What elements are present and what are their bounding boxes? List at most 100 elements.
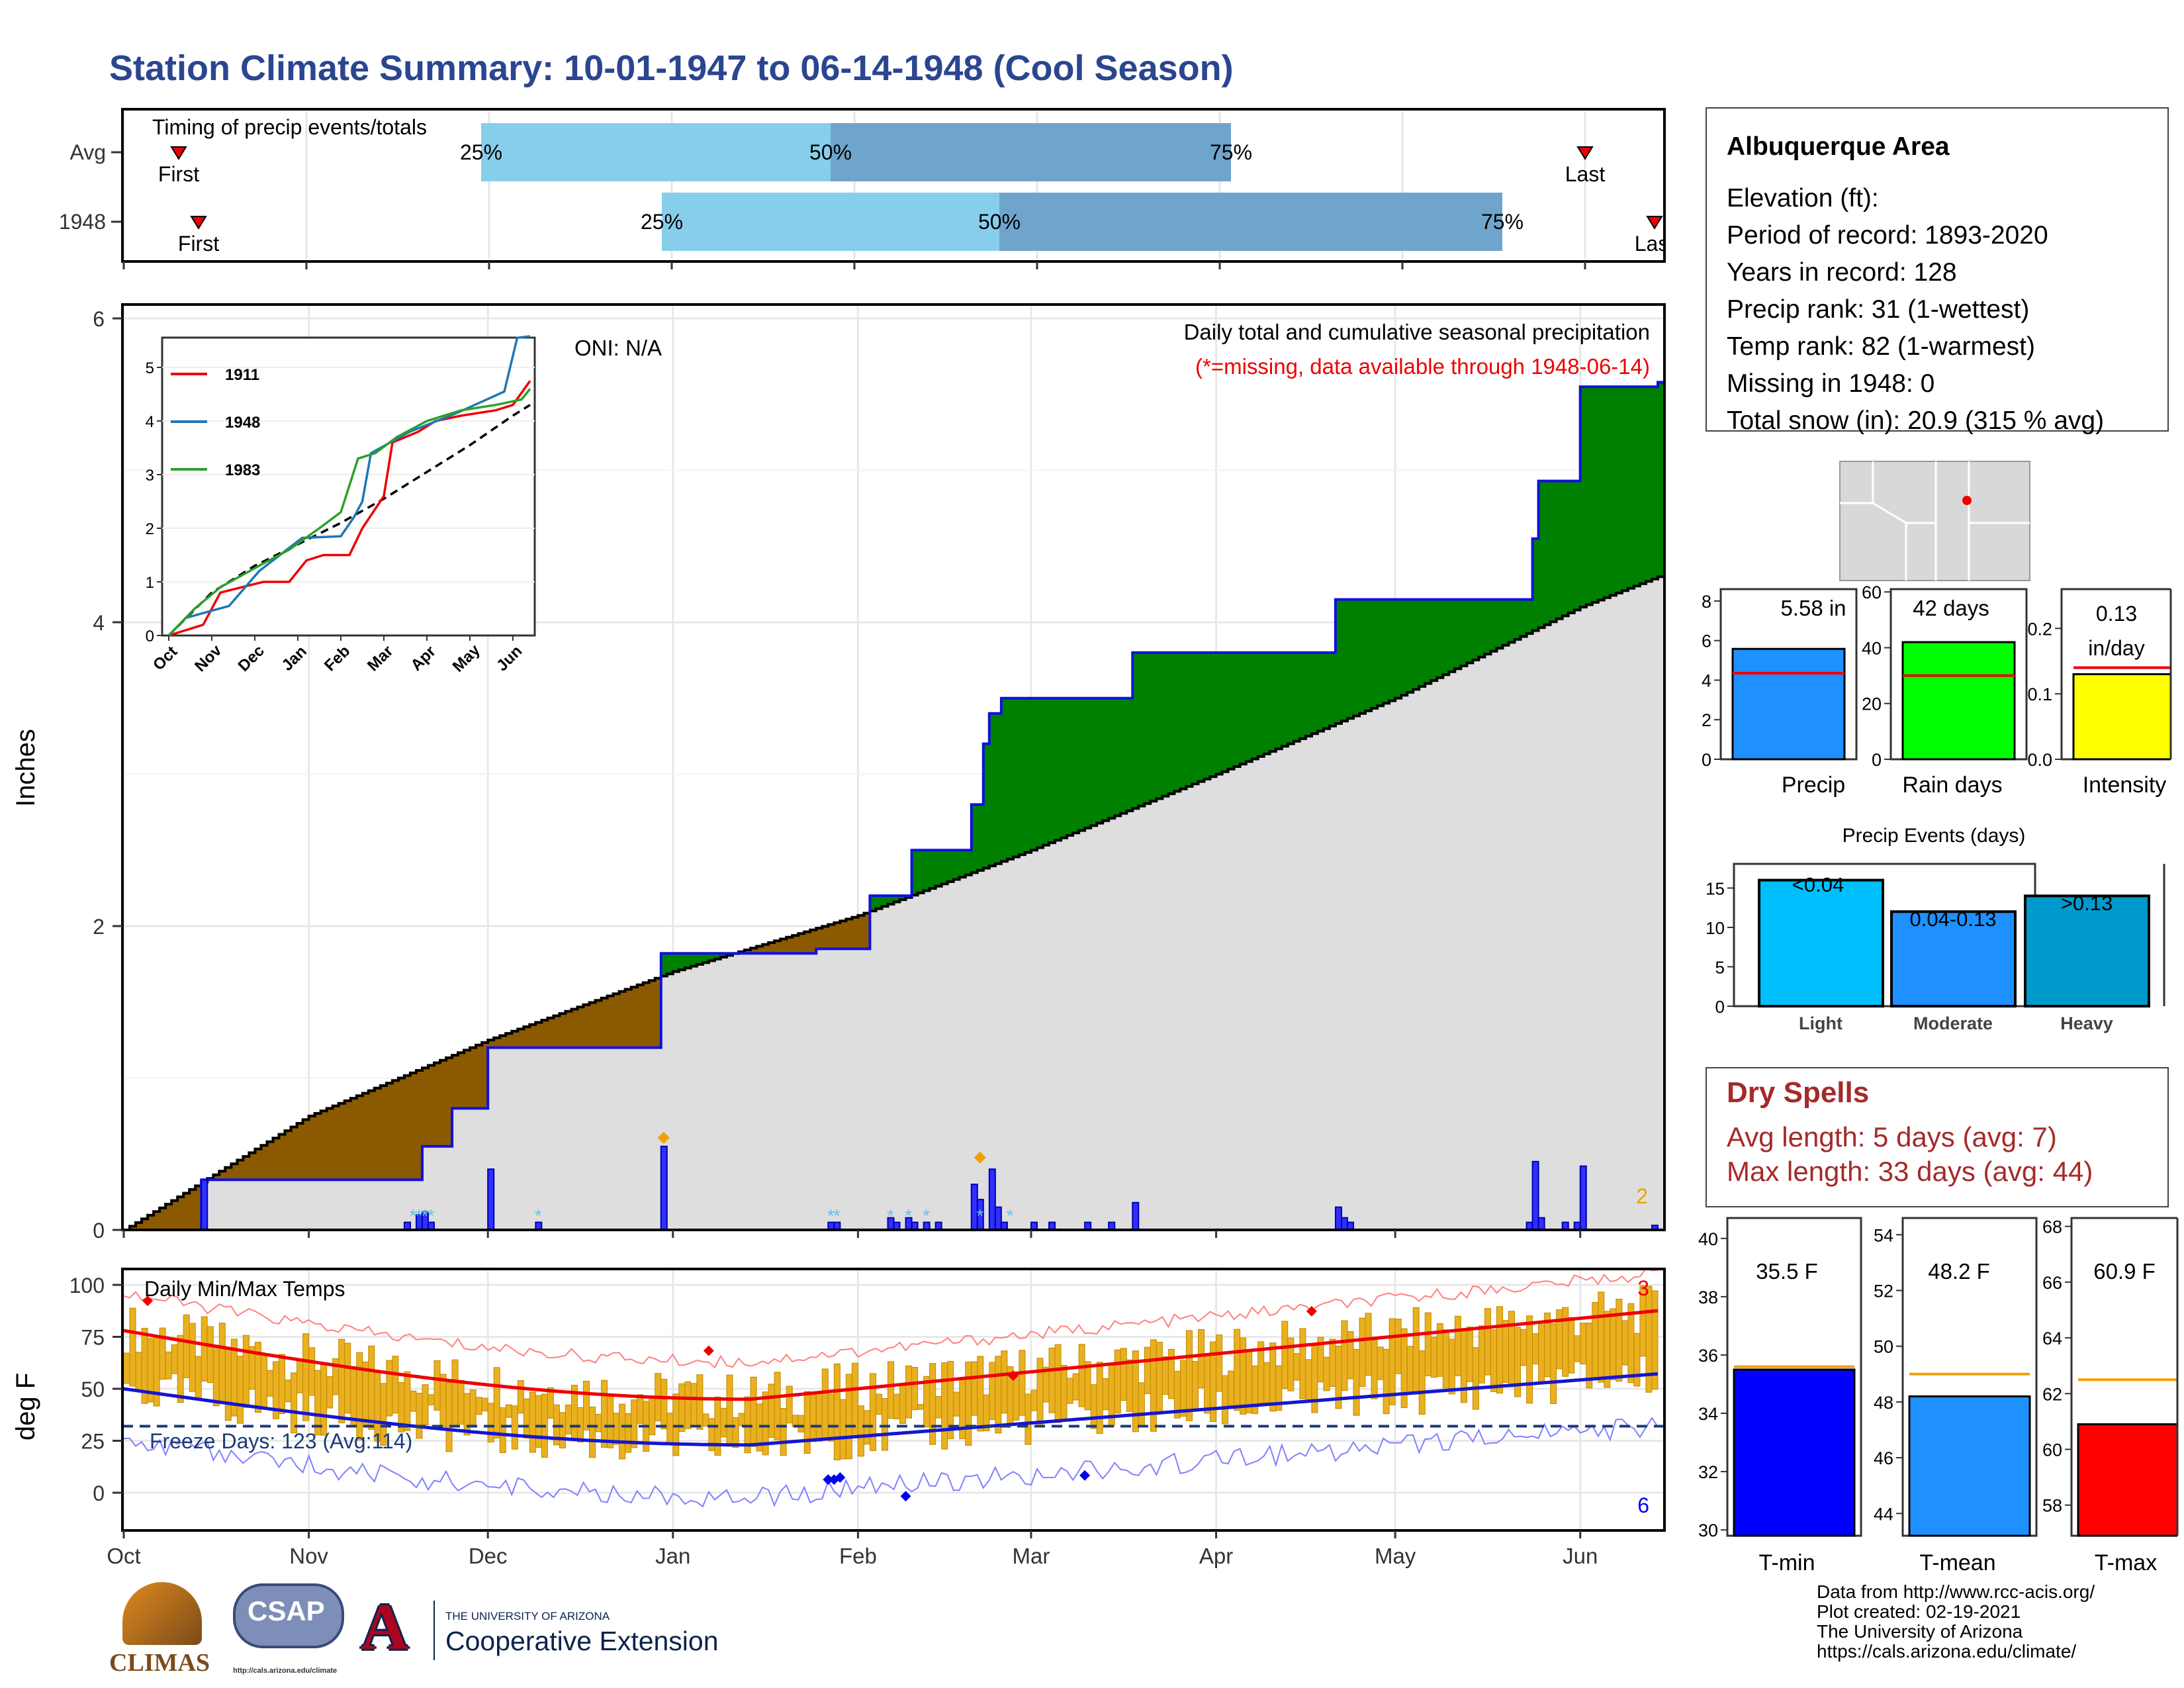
intensity-stat-tick-label: 0.0 [2027, 750, 2052, 770]
record-low-marker-icon [835, 1472, 846, 1483]
intensity-stat-label: Intensity [2083, 773, 2167, 798]
daily-temp-range-bar [439, 1374, 447, 1427]
temp-y-tick-label: 50 [81, 1378, 105, 1401]
inset-1911-line [168, 380, 531, 637]
daily-temp-range-bar [529, 1391, 536, 1453]
tmean-stat-tick-label: 44 [1874, 1504, 1893, 1524]
ua-logo[interactable]: A THE UNIVERSITY OF ARIZONA Cooperative … [361, 1590, 758, 1668]
daily-temp-range-bar [1156, 1342, 1163, 1415]
timing-bar-25-50 [481, 123, 831, 181]
daily-temp-range-bar [1478, 1325, 1485, 1383]
events-y-tick-label: 10 [1706, 918, 1725, 938]
record-high-marker-icon [1007, 1370, 1019, 1382]
daily-temp-range-bar [1496, 1306, 1503, 1394]
daily-temp-range-bar [445, 1382, 453, 1452]
snow-marker-icon: * [887, 1205, 894, 1226]
daily-temp-range-bar [1484, 1308, 1491, 1376]
event-moderate-text: 0.04-0.13 [1910, 908, 1997, 931]
daily-temp-range-bar [881, 1397, 888, 1451]
intensity-overflow-mask [2171, 583, 2184, 768]
daily-temp-range-bar [1246, 1350, 1253, 1413]
precip-stat-value-bar [1731, 647, 1846, 761]
daily-temp-range-bar [296, 1360, 304, 1393]
intensity-value-label: 0.13 [2096, 602, 2137, 626]
daily-precip-bar [1340, 1217, 1348, 1231]
daily-temp-range-bar [1216, 1335, 1223, 1392]
daily-precip-bar [1531, 1160, 1539, 1231]
daily-temp-range-bar [326, 1376, 334, 1409]
daily-temp-range-bar [493, 1367, 500, 1439]
events-y-tick-label: 0 [1715, 997, 1725, 1017]
daily-temp-range-bar [1030, 1389, 1038, 1411]
snow-marker-icon: * [833, 1205, 841, 1226]
csap-logo[interactable]: CSAP http://cals.arizona.edu/climate [233, 1583, 349, 1683]
temp-y-tick-label: 100 [69, 1274, 105, 1297]
precip-plot-border [121, 303, 1666, 1231]
daily-temp-range-bar [1228, 1370, 1235, 1406]
temp-y-tick-label: 75 [81, 1326, 105, 1350]
footer-institution: The University of Arizona [1817, 1621, 2023, 1642]
daily-temp-range-bar [1060, 1365, 1068, 1421]
tmax-stat-value-bar [2077, 1423, 2184, 1537]
daily-temp-range-bar [1222, 1375, 1229, 1425]
daily-temp-range-bar [285, 1380, 292, 1403]
snow-marker-icon: * [416, 1205, 423, 1226]
temp-y-tick-label: 25 [81, 1430, 105, 1454]
event-category-label: Moderate [1913, 1013, 1993, 1033]
rain-days-stat-tick-label: 0 [1872, 750, 1882, 770]
climas-logo-mark [122, 1582, 202, 1645]
climas-logo[interactable]: CLIMAS [109, 1582, 218, 1681]
daily-precip-bar [201, 1179, 208, 1231]
event-bar-heavy [2024, 894, 2150, 1008]
daily-temp-range-bar [1078, 1344, 1085, 1407]
daily-temp-range-bar [672, 1393, 680, 1456]
record-high-marker-icon [142, 1295, 154, 1307]
station-precip-rank: Precip rank: 31 (1-wettest) [1727, 295, 2030, 324]
page-title: Station Climate Summary: 10-01-1947 to 0… [109, 48, 1234, 88]
daily-temp-range-bar [977, 1356, 984, 1432]
daily-temp-range-bar [1490, 1329, 1497, 1392]
rain-days-value-label: 42 days [1913, 596, 1989, 620]
precip-y-tick-label: 4 [93, 611, 105, 635]
snow-marker-icon: * [976, 1205, 983, 1226]
dry-spells-avg: Avg length: 5 days (avg: 7) [1727, 1121, 2057, 1152]
event-category-label: Heavy [2060, 1013, 2113, 1033]
csap-logo-url: http://cals.arizona.edu/climate [233, 1667, 338, 1675]
station-name: Albuquerque Area [1727, 132, 1950, 161]
average-cumulative-line [124, 575, 1664, 1231]
daily-temp-range-bar [1388, 1318, 1396, 1405]
daily-temp-range-bar [1234, 1329, 1241, 1411]
daily-temp-range-bar [481, 1397, 488, 1411]
daily-temp-range-bar [320, 1364, 328, 1436]
daily-temp-range-bar [1442, 1329, 1449, 1389]
daily-temp-range-bar [1406, 1346, 1414, 1394]
timing-row-label: Avg [69, 140, 106, 164]
daily-temp-range-bar [1150, 1339, 1157, 1432]
station-period: Period of record: 1893-2020 [1727, 221, 2048, 250]
daily-temp-range-bar [279, 1354, 286, 1415]
timing-75-label: 75% [1481, 210, 1524, 234]
daily-temp-range-bar [266, 1370, 273, 1397]
daily-temp-range-bar [129, 1307, 136, 1387]
snow-marker-icon: * [409, 1205, 416, 1226]
temp-month-label: Dec [469, 1544, 508, 1568]
daily-temp-range-bar [1550, 1323, 1557, 1404]
daily-temp-range-bar [1610, 1308, 1617, 1380]
tmean-stat-tick-label: 46 [1874, 1448, 1893, 1468]
tmin-stat-tick-label: 34 [1698, 1404, 1718, 1424]
record-low-line [123, 1417, 1659, 1508]
intensity-unit-label: in/day [2088, 636, 2144, 660]
event-bar-moderate [1890, 910, 2017, 1008]
temp-month-label: Apr [1199, 1544, 1233, 1568]
freeze-days-label: Freeze Days: 123 (Avg:114) [150, 1429, 412, 1453]
temp-plot-border [121, 1268, 1666, 1532]
daily-temp-range-bar [135, 1352, 142, 1391]
first-marker-icon [190, 216, 207, 230]
daily-temp-range-bar [404, 1371, 411, 1431]
daily-temp-range-bar [1371, 1339, 1378, 1399]
snow-marker-icon: * [923, 1205, 930, 1226]
precip-stat-tick-label: 4 [1702, 671, 1711, 690]
tmax-stat-tick-label: 62 [2042, 1384, 2062, 1404]
daily-temp-range-bar [821, 1368, 829, 1438]
